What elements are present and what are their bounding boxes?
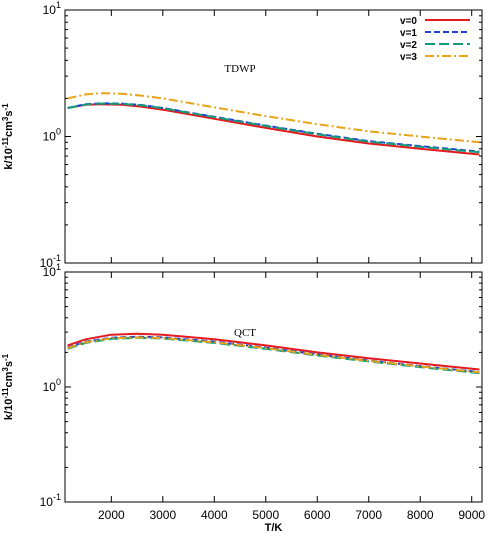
series-line-v=2 xyxy=(67,336,480,375)
x-tick-label: 5000 xyxy=(252,508,279,522)
y-tick-label: 100 xyxy=(43,377,61,394)
plot-frame xyxy=(64,9,483,264)
legend-label: v=2 xyxy=(400,40,417,51)
y-tick-label: 10-1 xyxy=(40,492,61,509)
series-line-v=0 xyxy=(67,332,480,371)
x-tick-label: 8000 xyxy=(407,508,434,522)
legend-label: v=0 xyxy=(400,16,417,27)
x-tick-label: 7000 xyxy=(355,508,382,522)
tdwp-panel: 10-1 100 101 k/10-11cm3s-1 TDWP v=0v=1v=2v=3 xyxy=(1,0,483,270)
panel-title: TDWP xyxy=(224,63,255,75)
plot-frame xyxy=(64,271,483,503)
legend-label: v=3 xyxy=(400,52,417,63)
y-tick-label: 10-1 xyxy=(40,253,61,270)
x-tick-label: 9000 xyxy=(458,508,485,522)
series-line-v=3 xyxy=(67,92,480,144)
series-line-v=1 xyxy=(67,102,480,153)
legend-label: v=1 xyxy=(400,28,417,39)
x-axis-label: T/K xyxy=(265,522,283,534)
x-tick-label: 3000 xyxy=(149,508,176,522)
y-tick-label: 101 xyxy=(43,0,61,17)
x-tick-label: 4000 xyxy=(201,508,228,522)
qct-panel: 10-1 100 101 2000 3000 4000 5000 6000 7000 8000 90… xyxy=(1,262,486,534)
y-axis-label: k/10-11cm3s-1 xyxy=(1,353,16,420)
series-line-v=2 xyxy=(67,102,480,154)
series-line-v=3 xyxy=(67,336,480,374)
y-tick-label: 100 xyxy=(43,127,61,144)
x-tick-label: 6000 xyxy=(304,508,331,522)
panel-title: QCT xyxy=(234,327,256,339)
y-tick-label: 101 xyxy=(43,262,61,279)
y-axis-label: k/10-11cm3s-1 xyxy=(1,103,16,170)
x-tick-label: 2000 xyxy=(98,508,125,522)
